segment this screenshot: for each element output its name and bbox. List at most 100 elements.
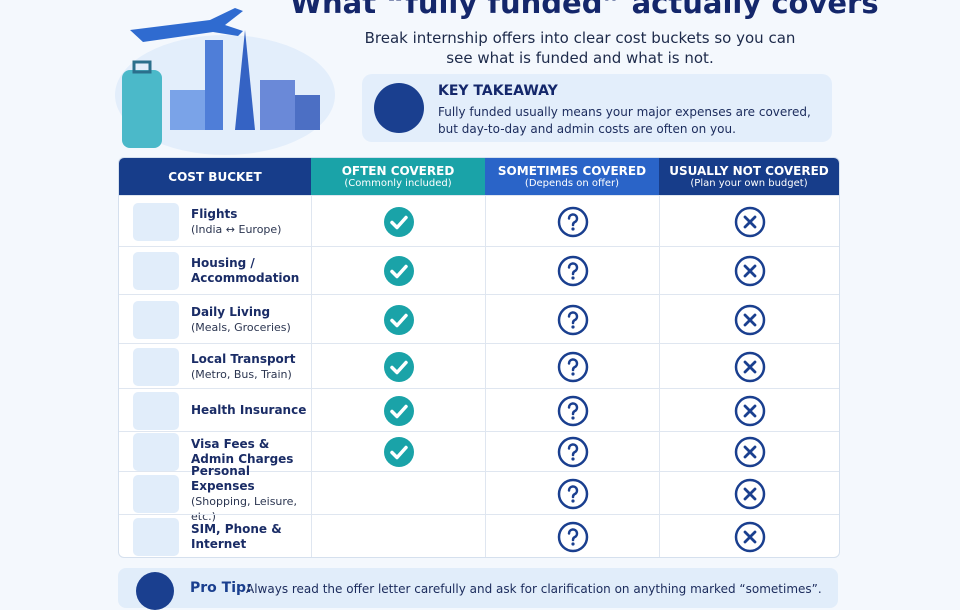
bucket-label: Daily Living (Meals, Groceries) <box>191 305 311 335</box>
status-cell <box>659 389 840 432</box>
status-icon <box>734 395 766 427</box>
bucket-cell: Flights (India ↔ Europe) <box>119 196 311 247</box>
bucket-cell: Housing / Accommodation <box>119 247 311 295</box>
status-icon <box>557 304 589 336</box>
status-icon <box>383 395 415 427</box>
bucket-cell: SIM, Phone & Internet <box>119 515 311 557</box>
bucket-detail: (Meals, Groceries) <box>191 320 291 334</box>
column-note: (Plan your own budget) <box>690 178 808 189</box>
column-note: (Depends on offer) <box>524 178 620 189</box>
bucket-label: Local Transport (Metro, Bus, Train) <box>191 352 311 382</box>
status-icon <box>734 304 766 336</box>
bucket-detail: (India ↔ Europe) <box>191 222 282 236</box>
status-icon <box>383 351 415 383</box>
status-cell <box>311 344 486 389</box>
bucket-name: Flights <box>191 206 238 221</box>
table-row: Personal Expenses (Shopping, Leisure, etc… <box>119 464 840 523</box>
status-cell <box>311 295 486 344</box>
status-icon <box>734 478 766 510</box>
status-icon <box>734 521 766 553</box>
column-title: OFTEN COVERED <box>341 164 455 178</box>
bucket-name: Daily Living <box>191 304 271 319</box>
status-cell <box>485 389 660 432</box>
bucket-label: SIM, Phone & Internet <box>191 522 311 552</box>
bucket-label: Personal Expenses (Shopping, Leisure, etc… <box>191 464 311 524</box>
bucket-cell: Local Transport (Metro, Bus, Train) <box>119 344 311 389</box>
status-cell <box>659 196 840 247</box>
bucket-cell: Visa Fees & Admin Charges <box>119 432 311 472</box>
bucket-detail: (Shopping, Leisure, etc.) <box>191 494 297 523</box>
status-icon <box>557 521 589 553</box>
bucket-cell: Daily Living (Meals, Groceries) <box>119 295 311 344</box>
bucket-name: Personal Expenses <box>191 463 255 493</box>
status-icon <box>734 206 766 238</box>
bucket-label: Health Insurance <box>191 403 311 418</box>
bucket-name: Health Insurance <box>191 403 307 417</box>
status-icon <box>734 255 766 287</box>
title: What “fully funded” actually covers <box>290 0 879 20</box>
bulb-icon <box>374 83 424 133</box>
status-cell <box>311 515 486 557</box>
table-row: SIM, Phone & Internet <box>119 514 840 557</box>
bucket-name: Local Transport <box>191 351 296 366</box>
table-row: Daily Living (Meals, Groceries) <box>119 294 839 344</box>
bucket-label: Visa Fees & Admin Charges <box>191 437 311 467</box>
status-icon <box>734 436 766 468</box>
status-cell <box>485 196 660 247</box>
status-icon <box>557 478 589 510</box>
takeaway-box: KEY TAKEAWAY Fully funded usually means … <box>362 74 832 142</box>
status-icon <box>557 436 589 468</box>
bucket-name: SIM, Phone & Internet <box>191 521 282 551</box>
status-cell <box>485 515 660 557</box>
bucket-cell: Personal Expenses (Shopping, Leisure, etc… <box>119 464 311 523</box>
status-cell <box>659 247 840 295</box>
tip-text: Always read the offer letter carefully a… <box>246 582 822 596</box>
column-header: SOMETIMES COVERED (Depends on offer) <box>485 158 659 195</box>
table-row: Local Transport (Metro, Bus, Train) <box>119 343 839 389</box>
status-cell <box>485 247 660 295</box>
status-icon <box>734 351 766 383</box>
table-row: Flights (India ↔ Europe) <box>119 195 839 247</box>
takeaway-text: Fully funded usually means your major ex… <box>438 105 811 136</box>
bucket-icon <box>133 300 179 339</box>
status-cell <box>311 389 486 432</box>
status-cell <box>659 344 840 389</box>
status-cell <box>311 432 486 472</box>
column-title: USUALLY NOT COVERED <box>669 164 829 178</box>
pro-tip: Pro Tip: Always read the offer letter ca… <box>118 568 838 610</box>
status-icon <box>383 255 415 287</box>
status-icon <box>383 206 415 238</box>
column-header: OFTEN COVERED (Commonly included) <box>311 158 485 195</box>
column-title: SOMETIMES COVERED <box>497 164 647 178</box>
status-cell <box>659 432 840 472</box>
status-cell <box>485 295 660 344</box>
status-cell <box>311 472 486 515</box>
status-icon <box>557 395 589 427</box>
travel-illustration <box>115 8 335 155</box>
column-title: COST BUCKET <box>168 169 262 184</box>
bucket-icon <box>133 433 179 471</box>
status-icon <box>383 436 415 468</box>
status-cell <box>311 196 486 247</box>
bucket-label: Housing / Accommodation <box>191 256 311 286</box>
status-cell <box>659 515 840 557</box>
status-cell <box>659 472 840 515</box>
status-cell <box>311 247 486 295</box>
bucket-cell: Health Insurance <box>119 389 311 432</box>
bucket-icon <box>133 347 179 386</box>
bucket-icon <box>133 202 179 241</box>
bucket-label: Flights (India ↔ Europe) <box>191 207 311 237</box>
bucket-name: Visa Fees & Admin Charges <box>191 437 294 466</box>
bucket-detail: (Metro, Bus, Train) <box>191 367 292 381</box>
table-row: Health Insurance <box>119 388 839 432</box>
table-row: Visa Fees & Admin Charges <box>119 431 839 472</box>
status-cell <box>485 344 660 389</box>
table-row: Housing / Accommodation <box>119 246 839 295</box>
column-note: (Commonly included) <box>344 178 452 189</box>
status-icon <box>557 255 589 287</box>
column-header: COST BUCKET <box>119 158 311 195</box>
subtitle: Break internship offers into clear cost … <box>364 29 796 67</box>
bucket-icon <box>133 391 179 430</box>
bucket-icon <box>133 517 179 556</box>
